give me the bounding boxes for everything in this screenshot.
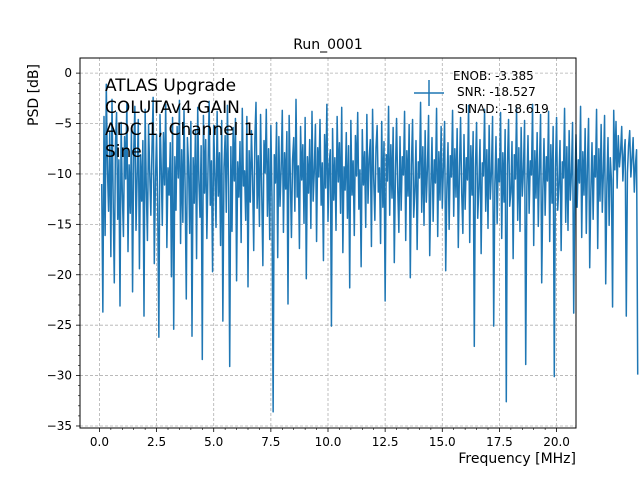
x-tick-label: 5.0: [204, 435, 223, 449]
y-tick-label: −30: [47, 369, 72, 383]
y-axis-label: PSD [dB]: [26, 64, 42, 126]
y-tick-label: −20: [47, 268, 72, 282]
series-group: [100, 83, 639, 413]
x-tick-label: 0.0: [90, 435, 109, 449]
x-tick-label: 15.0: [429, 435, 456, 449]
x-tick-label: 7.5: [261, 435, 280, 449]
y-tick-label: −15: [47, 217, 72, 231]
legend-enob: ENOB: -3.385: [453, 69, 534, 83]
legend-snr: SNR: -18.527: [457, 85, 536, 99]
x-tick-label: 20.0: [543, 435, 570, 449]
annotation-line-3: ADC 1, Channel 1: [105, 120, 255, 140]
annotation-block: ATLAS Upgrade COLUTAv4 GAIN ADC 1, Chann…: [105, 76, 255, 162]
y-tick-label: 0: [64, 66, 72, 80]
x-axis-ticks: 0.0 2.5 5.0 7.5 10.0 12.5 15.0 17.5 20.0: [90, 428, 570, 449]
x-tick-label: 12.5: [372, 435, 399, 449]
y-tick-label: −5: [54, 117, 72, 131]
annotation-line-2: COLUTAv4 GAIN: [105, 98, 240, 118]
legend: ENOB: -3.385 SNR: -18.527 SINAD: -18.619: [414, 69, 549, 116]
y-tick-label: −10: [47, 167, 72, 181]
x-tick-label: 10.0: [315, 435, 342, 449]
annotation-line-4: Sine: [105, 142, 142, 162]
chart-title: Run_0001: [293, 37, 362, 53]
y-axis-ticks: 0 −5 −10 −15 −20 −25 −30 −35: [47, 66, 80, 433]
x-axis-label: Frequency [MHz]: [458, 451, 576, 467]
x-tick-label: 2.5: [147, 435, 166, 449]
y-tick-label: −35: [47, 419, 72, 433]
legend-sinad: SINAD: -18.619: [457, 102, 549, 116]
y-tick-label: −25: [47, 318, 72, 332]
x-tick-label: 17.5: [486, 435, 513, 449]
psd-series-line: [100, 83, 639, 413]
annotation-line-1: ATLAS Upgrade: [105, 76, 236, 96]
